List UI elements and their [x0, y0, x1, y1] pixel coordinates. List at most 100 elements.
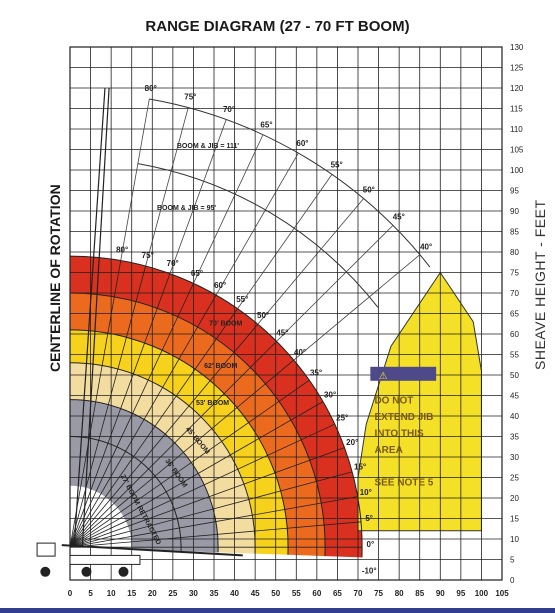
warning-text: AREA [374, 445, 402, 456]
jib-ray-65 [193, 134, 264, 284]
y-tick-label: 70 [510, 289, 519, 298]
y-tick-label: 40 [510, 412, 519, 421]
y-tick-label: 60 [510, 330, 519, 339]
y-tick-label: 0 [510, 576, 515, 585]
wheel-front [40, 566, 51, 577]
jib-ray-50 [257, 198, 364, 325]
jib-ray-40 [293, 254, 421, 361]
jib-max-line [73, 87, 106, 548]
diagram-title: RANGE DIAGRAM (27 - 70 FT BOOM) [145, 18, 410, 35]
y-tick-label: 35 [510, 433, 519, 442]
boom-arcs [69, 98, 431, 558]
ray-15 [69, 471, 353, 548]
inner-angle-label: 20° [346, 438, 358, 447]
grid-frame [69, 46, 503, 581]
warning-header-box [370, 366, 437, 381]
y-tick-label: 55 [510, 351, 519, 360]
y-tick-label: 80 [510, 248, 519, 257]
y-tick-label: 15 [510, 515, 519, 524]
label-boom-jib-95: BOOM & JIB = 95' [157, 205, 216, 212]
ray-45 [69, 341, 277, 548]
ray-25 [69, 423, 335, 548]
outer-angle-label: 70° [223, 105, 235, 114]
arc-boom-jib-111 [149, 98, 431, 268]
x-tick-label: 35 [210, 589, 219, 598]
x-tick-label: 90 [436, 589, 445, 598]
warning-icon: ⚠ [379, 371, 388, 382]
sheave-height-label: SHEAVE HEIGHT - FEET [532, 199, 548, 370]
x-tick-label: 5 [88, 589, 93, 598]
inner-angle-label: 60° [214, 281, 226, 290]
inner-angle-label: 35° [310, 369, 322, 378]
label-boom-62: 62' BOOM [204, 363, 237, 370]
jib-ray-75 [145, 107, 189, 267]
y-tick-label: 65 [510, 310, 519, 319]
outer-angle-label: 65° [260, 120, 272, 129]
inner-angle-label: 55° [236, 295, 248, 304]
inner-angle-label: 25° [336, 414, 348, 423]
wheel-rear [118, 566, 129, 577]
arc-boom-27 [69, 436, 182, 552]
x-tick-label: 95 [456, 589, 465, 598]
inner-angle-label: 70° [167, 259, 179, 268]
x-tick-label: 10 [107, 589, 116, 598]
inner-angle-label: 5° [365, 514, 373, 523]
y-tick-label: 10 [510, 535, 519, 544]
band-45ft [70, 362, 256, 554]
x-tick-label: 50 [271, 589, 280, 598]
inner-angle-label: 0° [367, 540, 375, 549]
y-tick-label: 125 [510, 64, 524, 73]
inner-angle-label: 30° [324, 391, 336, 400]
inner-angle-label: 80° [116, 245, 128, 254]
arc-boom-53 [69, 329, 289, 555]
x-tick-label: 105 [495, 589, 509, 598]
y-tick-label: 5 [510, 556, 515, 565]
inner-angle-label: 15° [354, 463, 366, 472]
x-tick-label: 25 [168, 589, 177, 598]
ray-65 [69, 283, 194, 548]
y-tick-label: 50 [510, 371, 519, 380]
outer-angle-label: 80° [145, 84, 157, 93]
ray-55 [69, 308, 238, 548]
wheel-mid [81, 566, 92, 577]
x-tick-label: 15 [127, 589, 136, 598]
y-tick-label: 110 [510, 125, 523, 134]
ray-80 [69, 260, 122, 548]
arc-boom-36 [69, 399, 219, 553]
x-tick-label: 55 [292, 589, 301, 598]
y-tick-label: 45 [510, 392, 519, 401]
inner-angle-label: 75° [142, 251, 154, 260]
truck-cab [36, 542, 56, 557]
jib-ray-70 [169, 119, 227, 274]
x-tick-label: 85 [415, 589, 424, 598]
y-tick-label: 120 [510, 84, 524, 93]
arc-boom-62 [69, 292, 326, 557]
warning-text: SEE NOTE 5 [374, 478, 433, 489]
ray-40 [69, 359, 295, 548]
angle-rays [69, 87, 421, 548]
warning-text: INTO THIS [374, 429, 424, 440]
ray-60 [69, 294, 217, 548]
band-70ft [70, 256, 363, 558]
x-tick-label: 20 [148, 589, 157, 598]
arc-boom-jib-95 [137, 163, 379, 308]
ray-70 [69, 273, 171, 548]
x-tick-label: 45 [251, 589, 260, 598]
inner-angle-label: 40° [294, 348, 306, 357]
y-tick-label: 75 [510, 269, 519, 278]
inner-angle-label: -10° [362, 566, 377, 575]
ray-10 [69, 496, 358, 548]
inner-angle-label: 45° [276, 329, 288, 338]
ray-35 [69, 379, 310, 548]
ray-30 [69, 401, 324, 548]
x-tick-label: 100 [475, 589, 489, 598]
truck-boom [61, 544, 243, 557]
warning-text: EXTEND JIB [374, 412, 433, 423]
x-tick-label: 80 [395, 589, 404, 598]
x-tick-label: 75 [374, 589, 383, 598]
x-tick-label: 30 [189, 589, 198, 598]
chart-grid [69, 46, 503, 581]
arc-boom-45 [69, 362, 256, 554]
x-tick-label: 60 [312, 589, 321, 598]
